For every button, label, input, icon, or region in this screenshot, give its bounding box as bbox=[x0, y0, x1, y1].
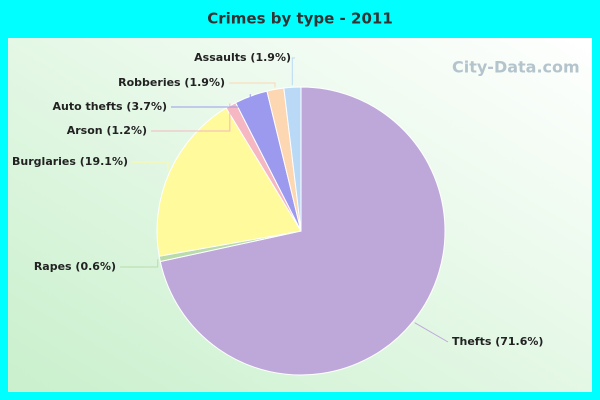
leader-line bbox=[171, 94, 251, 108]
pie-slice bbox=[156, 107, 302, 257]
leader-line bbox=[291, 57, 295, 86]
slice-label: Assaults (1.9%) bbox=[194, 51, 291, 64]
leader-line bbox=[414, 322, 449, 343]
leader-line bbox=[120, 259, 159, 268]
leader-line bbox=[132, 161, 169, 171]
slice-label: Auto thefts (3.7%) bbox=[52, 100, 167, 113]
leader-line bbox=[229, 82, 276, 88]
slice-label: Burglaries (19.1%) bbox=[12, 155, 128, 168]
chart-title: Crimes by type - 2011 bbox=[207, 10, 393, 28]
pie-slice bbox=[159, 86, 446, 376]
slice-label: Arson (1.2%) bbox=[67, 124, 147, 137]
slice-label: Rapes (0.6%) bbox=[34, 260, 116, 273]
leader-line bbox=[151, 103, 231, 132]
watermark: City-Data.com bbox=[452, 58, 580, 77]
slice-label: Thefts (71.6%) bbox=[452, 335, 543, 348]
slice-label: Robberies (1.9%) bbox=[118, 76, 225, 89]
pie-slice bbox=[283, 86, 302, 232]
